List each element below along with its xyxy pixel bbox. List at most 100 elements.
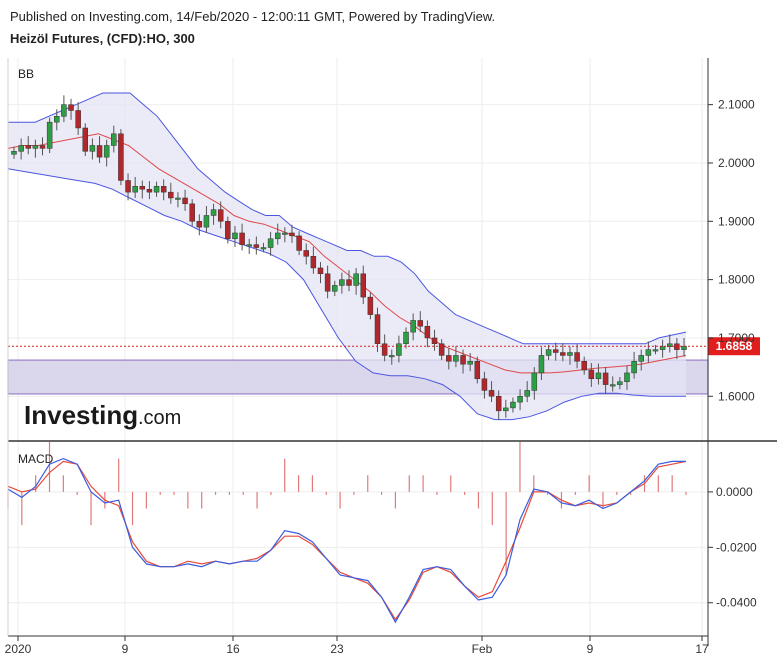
candle-body <box>75 110 81 129</box>
candle-body <box>317 267 324 275</box>
macd-tick-label: -0.0400 <box>716 596 757 610</box>
candle-body <box>111 133 117 146</box>
macd-tick-label: -0.0200 <box>716 540 757 554</box>
candle-body <box>538 355 545 374</box>
candle-body <box>567 352 573 356</box>
candle-body <box>246 244 252 247</box>
chart-labels: 2.1000 2.0000 1.9000 1.8000 1.7000 1.6000 0.00… <box>5 67 757 656</box>
candle-body <box>474 361 481 380</box>
candle-body <box>453 355 459 362</box>
candle-body <box>103 145 110 158</box>
candle-body <box>310 256 317 269</box>
candle-body <box>552 349 559 353</box>
candle-body <box>517 396 523 403</box>
instrument-title: Heizöl Futures, (CFD):HO, 300 <box>10 31 195 46</box>
bb-upper-line <box>8 92 687 345</box>
candle-body <box>32 145 39 149</box>
candle-body <box>360 273 367 298</box>
investing-logo-suffix: .com <box>138 407 181 429</box>
macd-signal-line <box>7 460 687 621</box>
price-tick-label: 1.7000 <box>718 331 755 345</box>
candle-body <box>175 197 181 200</box>
candle-body <box>296 235 302 251</box>
candle-body <box>61 104 67 117</box>
candle-body <box>431 337 438 345</box>
candle-body <box>381 343 388 356</box>
candle-body <box>11 151 17 155</box>
candle-body <box>645 349 652 356</box>
candle-body <box>510 401 516 409</box>
chart-axes: 1.6858 <box>7 58 777 646</box>
candle-body <box>253 244 260 248</box>
candle-body <box>588 369 595 380</box>
candle-body <box>367 296 374 315</box>
candle-body <box>225 221 231 240</box>
price-tick-label: 1.6000 <box>718 389 755 403</box>
candle-body <box>438 343 445 356</box>
price-tick-label: 1.8000 <box>718 273 755 287</box>
last-price-label: 1.6858 <box>716 339 753 353</box>
candle-body <box>595 372 602 380</box>
candle-body <box>495 396 502 412</box>
candle-body <box>153 186 160 193</box>
candle-body <box>25 145 32 149</box>
macd-indicator <box>7 442 687 624</box>
candle-body <box>232 232 238 240</box>
candle-body <box>339 279 345 286</box>
candle-body <box>274 232 281 240</box>
bb-lower-line <box>7 168 686 421</box>
candle-body <box>631 361 637 374</box>
candle-body <box>267 238 274 248</box>
candle-body <box>524 390 530 397</box>
candle-body <box>374 314 381 345</box>
candle-body <box>196 221 203 228</box>
candle-body <box>168 191 174 199</box>
time-tick-label: 2020 <box>5 642 32 656</box>
candle-body <box>324 273 331 292</box>
candle-body <box>239 232 245 245</box>
last-price-badge <box>708 337 760 356</box>
candle-body <box>260 247 267 250</box>
candle-body <box>18 145 24 152</box>
published-caption: Published on Investing.com, 14/Feb/2020 … <box>10 9 496 24</box>
candle-body <box>531 372 538 391</box>
candle-body <box>424 326 431 339</box>
candle-body <box>652 349 659 352</box>
candle-body <box>574 352 580 362</box>
candle-body <box>560 352 566 356</box>
candle-body <box>446 355 452 362</box>
candle-body <box>189 203 195 222</box>
candle-body <box>139 186 146 190</box>
time-tick-label: 16 <box>226 642 240 656</box>
candle-body <box>331 285 338 292</box>
candle-body <box>681 345 687 350</box>
candle-body <box>417 320 424 327</box>
candle-body <box>403 331 409 345</box>
time-tick-label: 17 <box>695 642 709 656</box>
candle-body <box>160 186 167 193</box>
macd-tick-label: 0.0000 <box>716 485 753 499</box>
price-tick-label: 2.1000 <box>718 98 755 112</box>
investing-logo: Investing <box>24 400 138 430</box>
candle-body <box>46 121 53 149</box>
candle-body <box>581 361 587 371</box>
candle-body <box>410 320 416 333</box>
macd-line <box>7 457 686 624</box>
candle-body <box>346 279 352 286</box>
candlesticks <box>11 95 687 421</box>
candle-body <box>460 355 466 365</box>
candle-body <box>545 349 552 356</box>
candle-body <box>89 145 96 152</box>
price-tick-label: 2.0000 <box>718 156 755 170</box>
candle-body <box>602 372 609 385</box>
candle-body <box>217 209 224 222</box>
candle-body <box>289 232 295 237</box>
candle-body <box>82 127 89 152</box>
candle-body <box>303 250 309 257</box>
candle-body <box>54 116 60 123</box>
candle-body <box>488 390 495 397</box>
time-tick-label: 9 <box>587 642 594 656</box>
candle-body <box>182 197 188 205</box>
band-fill <box>8 93 686 420</box>
